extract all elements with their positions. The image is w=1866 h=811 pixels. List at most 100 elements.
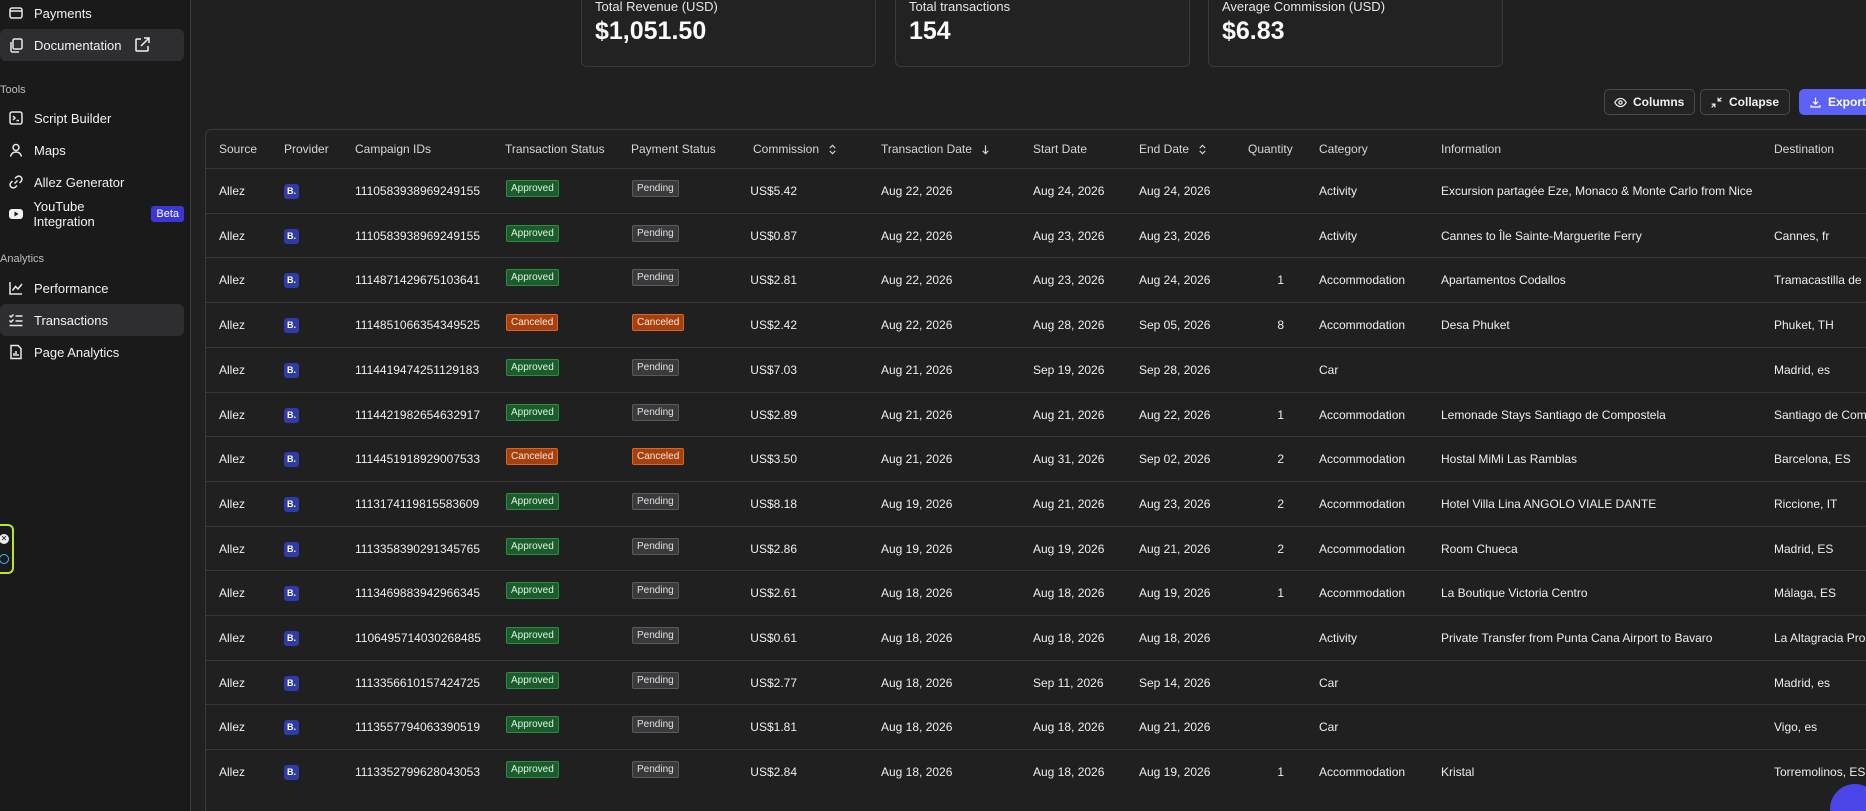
cell-campaign-id: 1113356610157424725 (355, 675, 481, 690)
cell-transaction-date: Aug 21, 2026 (881, 452, 953, 467)
cell-commission: US$2.86 (750, 541, 797, 556)
transaction-status-badge: Approved (506, 492, 559, 510)
transaction-status-badge: Approved (506, 537, 559, 555)
header-category[interactable]: Category (1319, 142, 1368, 156)
cell-commission: US$1.81 (750, 720, 797, 735)
floating-widget-tab[interactable]: ✕ (0, 524, 14, 574)
sidebar-item-label: Maps (34, 142, 66, 158)
cell-campaign-id: 1114421982654632917 (355, 407, 481, 422)
cell-commission: US$7.03 (750, 362, 797, 377)
export-label: Export (1828, 95, 1866, 109)
cell-source: Allez (219, 720, 246, 735)
stat-value: 154 (909, 17, 951, 45)
payment-status-badge: Pending (632, 269, 679, 287)
cell-commission: US$2.84 (750, 765, 797, 780)
collapse-button[interactable]: Collapse (1700, 89, 1791, 115)
sidebar-item-allez-generator[interactable]: Allez Generator (0, 166, 184, 198)
table-row[interactable]: Allez 1114419474251129183 US$7.03 Aug 21, 2… (206, 346, 1866, 392)
sidebar-item-transactions[interactable]: Transactions (0, 304, 184, 336)
table-row[interactable]: Allez 1110583938969249155 US$0.87 Aug 22, 2… (206, 212, 1866, 258)
cell-information: Lemonade Stays Santiago de Compostela (1441, 407, 1666, 422)
cell-commission: US$0.87 (750, 228, 797, 243)
sidebar-item-script-builder[interactable]: Script Builder (0, 102, 184, 134)
header-campaign-ids[interactable]: Campaign IDs (355, 142, 432, 156)
documents-icon (7, 36, 25, 54)
table-row[interactable]: Allez 1114871429675103641 US$2.81 Aug 22, 2… (206, 257, 1866, 302)
sidebar-item-youtube-integration[interactable]: YouTube Integration Beta (0, 198, 184, 230)
cell-end-date: Aug 22, 2026 (1139, 407, 1211, 422)
payment-status-badge: Pending (632, 582, 679, 600)
cell-transaction-date: Aug 22, 2026 (881, 273, 953, 288)
cell-category: Car (1319, 675, 1339, 690)
payment-status-badge: Pending (632, 761, 679, 779)
header-source[interactable]: Source (219, 142, 258, 156)
table-row[interactable]: Allez 1113174119815583609 US$8.18 Aug 19, 2… (206, 480, 1866, 526)
header-start-date[interactable]: Start Date (1033, 142, 1088, 156)
cell-start-date: Aug 23, 2026 (1033, 273, 1105, 288)
cell-source: Allez (219, 541, 246, 556)
sidebar-item-maps[interactable]: Maps (0, 134, 184, 166)
cell-quantity: 2 (1277, 496, 1284, 511)
cell-campaign-id: 1114451918929007533 (355, 452, 481, 467)
cell-information: Hostal MiMi Las Ramblas (1441, 452, 1578, 467)
cell-category: Activity (1319, 631, 1358, 645)
table-row[interactable]: Allez 1110583938969249155 US$5.42 Aug 22, 2… (206, 168, 1866, 213)
header-transaction-date[interactable]: Transaction Date (881, 142, 991, 156)
table-row[interactable]: Allez 1113356610157424725 US$2.77 Aug 18, 2… (206, 659, 1866, 705)
sidebar-item-performance[interactable]: Performance (0, 272, 184, 304)
sidebar-item-documentation[interactable]: Documentation (0, 29, 184, 61)
header-commission[interactable]: Commission (753, 142, 838, 156)
stat-label: Average Commission (USD) (1222, 0, 1386, 14)
cell-destination: Santiago de Com (1774, 407, 1866, 422)
sort-toggle-icon[interactable] (827, 144, 838, 155)
sort-toggle-icon[interactable] (1197, 144, 1208, 155)
cell-transaction-date: Aug 18, 2026 (881, 765, 953, 780)
table-row[interactable]: Allez 1106495714030268485 US$0.61 Aug 18, 2… (206, 615, 1866, 660)
sidebar-item-label: Documentation (34, 37, 122, 53)
header-information[interactable]: Information (1441, 142, 1502, 156)
sidebar-item-label: Script Builder (34, 110, 112, 126)
header-quantity[interactable]: Quantity (1248, 142, 1293, 156)
table-row[interactable]: Allez 1113352799628043053 US$2.84 Aug 18, 2… (206, 749, 1866, 794)
payment-status-badge: Pending (632, 224, 679, 242)
header-payment-status[interactable]: Payment Status (631, 142, 716, 156)
sort-desc-icon[interactable] (980, 144, 991, 155)
transaction-status-badge: Approved (506, 761, 559, 779)
cell-destination: Vigo, es (1774, 720, 1818, 735)
table-row[interactable]: Allez 1113469883942966345 US$2.61 Aug 18, 2… (206, 570, 1866, 615)
cell-destination: Málaga, ES (1774, 586, 1837, 601)
export-button[interactable]: Export (1799, 89, 1866, 115)
cell-campaign-id: 1106495714030268485 (355, 631, 481, 645)
header-transaction-status[interactable]: Transaction Status (505, 142, 605, 156)
section-label-tools: Tools (0, 84, 26, 96)
cell-destination: Madrid, es (1774, 675, 1831, 690)
chat-icon[interactable] (0, 554, 9, 564)
header-provider[interactable]: Provider (284, 142, 329, 156)
section-label-analytics: Analytics (0, 253, 45, 265)
cell-information: Private Transfer from Punta Cana Airport… (1441, 631, 1713, 645)
table-row[interactable]: Allez 1113557794063390519 US$1.81 Aug 18, 2… (206, 704, 1866, 749)
cell-end-date: Aug 19, 2026 (1139, 586, 1211, 601)
close-icon[interactable]: ✕ (0, 534, 9, 544)
cell-source: Allez (219, 407, 246, 422)
table-row[interactable]: Allez 1114421982654632917 US$2.89 Aug 21, 2… (206, 391, 1866, 437)
transaction-status-badge: Canceled (506, 448, 559, 466)
columns-button[interactable]: Columns (1604, 89, 1696, 115)
cell-information: Kristal (1441, 765, 1475, 780)
sidebar-item-payments[interactable]: Payments (0, 0, 184, 29)
cell-campaign-id: 1110583938969249155 (355, 228, 481, 243)
cell-source: Allez (219, 452, 246, 467)
collapse-icon (1711, 96, 1722, 108)
cell-commission: US$2.89 (750, 407, 797, 422)
table-row[interactable]: Allez 1114851066354349525 US$2.42 Aug 22, 2… (206, 302, 1866, 347)
cell-end-date: Sep 05, 2026 (1139, 318, 1211, 333)
cell-transaction-date: Aug 22, 2026 (881, 318, 953, 333)
header-destination[interactable]: Destination (1774, 142, 1835, 156)
header-end-date[interactable]: End Date (1139, 142, 1208, 156)
youtube-icon (7, 205, 24, 223)
sidebar-item-page-analytics[interactable]: Page Analytics (0, 336, 184, 368)
cell-commission: US$2.42 (750, 318, 797, 333)
table-row[interactable]: Allez 1113358390291345765 US$2.86 Aug 19, 2… (206, 525, 1866, 571)
cell-information: Room Chueca (1441, 541, 1518, 556)
table-row[interactable]: Allez 1114451918929007533 US$3.50 Aug 21, 2… (206, 436, 1866, 481)
